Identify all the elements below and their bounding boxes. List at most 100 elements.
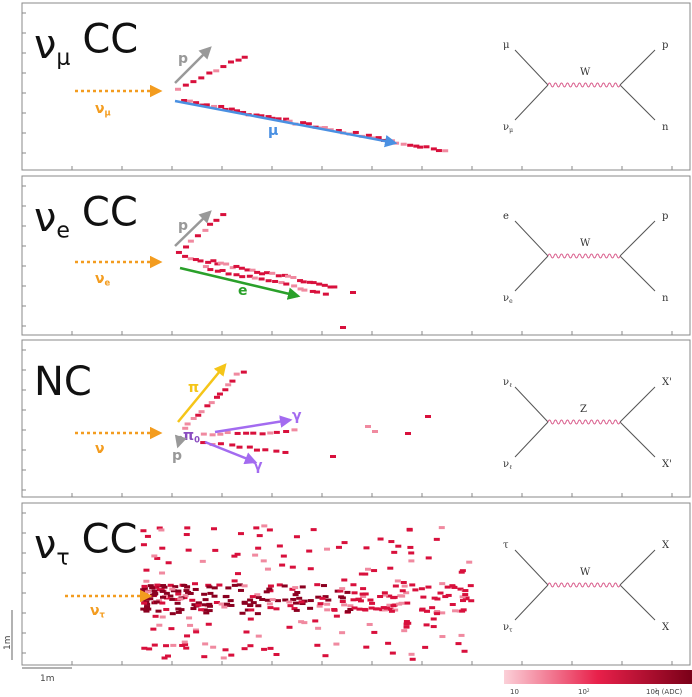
hit bbox=[399, 594, 406, 598]
hit bbox=[403, 620, 410, 624]
hit bbox=[324, 602, 331, 606]
hit bbox=[201, 655, 208, 659]
hit bbox=[241, 647, 248, 651]
hit bbox=[149, 586, 156, 590]
hit bbox=[141, 584, 148, 588]
hit bbox=[222, 388, 229, 392]
hit bbox=[225, 383, 232, 387]
hit bbox=[192, 587, 199, 591]
hit bbox=[263, 590, 270, 594]
feynman-label: X' bbox=[662, 459, 672, 470]
hit bbox=[293, 535, 300, 539]
hit bbox=[355, 597, 362, 601]
fermion-line bbox=[514, 421, 549, 458]
hit bbox=[231, 554, 238, 558]
hit bbox=[140, 607, 147, 611]
hit bbox=[144, 602, 151, 606]
boson-line bbox=[547, 253, 621, 259]
feynman-label-sub: e bbox=[509, 298, 513, 305]
particle-arrow bbox=[174, 434, 187, 449]
hit bbox=[202, 642, 209, 646]
hit bbox=[181, 596, 188, 600]
particle-label-sub: τ bbox=[100, 610, 106, 620]
hit bbox=[371, 569, 378, 573]
hit bbox=[233, 264, 240, 268]
hit bbox=[174, 601, 181, 605]
hit bbox=[255, 634, 262, 638]
hit bbox=[177, 597, 184, 601]
hit bbox=[331, 285, 338, 289]
fermion-line bbox=[619, 220, 656, 257]
hit bbox=[239, 275, 246, 279]
fermion-line bbox=[514, 584, 549, 621]
hit bbox=[403, 622, 410, 626]
hit bbox=[143, 609, 150, 613]
hit bbox=[195, 601, 202, 605]
panel-label: νe CC bbox=[34, 190, 138, 244]
hit bbox=[297, 279, 304, 283]
hit bbox=[241, 55, 248, 59]
hit bbox=[247, 603, 254, 607]
hit bbox=[368, 606, 375, 610]
hit bbox=[317, 602, 324, 606]
hit bbox=[253, 113, 260, 117]
feynman-label: τ bbox=[503, 540, 509, 551]
hit bbox=[269, 271, 276, 275]
hit bbox=[185, 548, 192, 552]
particle-label-sub: μ bbox=[105, 108, 111, 118]
hit bbox=[234, 552, 241, 556]
hit bbox=[333, 642, 340, 646]
particle-label-text: π bbox=[183, 428, 194, 444]
hit bbox=[222, 648, 229, 652]
hit bbox=[213, 69, 220, 73]
hit bbox=[389, 651, 396, 655]
hit bbox=[241, 584, 248, 588]
hit bbox=[254, 612, 261, 616]
hit bbox=[273, 430, 280, 434]
hit bbox=[206, 602, 213, 606]
hit bbox=[322, 654, 329, 658]
hit bbox=[259, 272, 266, 276]
hit bbox=[175, 87, 182, 91]
hit bbox=[286, 600, 293, 604]
hit bbox=[186, 616, 193, 620]
particle-label: π0 bbox=[183, 428, 200, 445]
hit bbox=[325, 598, 332, 602]
hit bbox=[204, 404, 211, 408]
feynman-label-sub: ℓ bbox=[509, 464, 512, 471]
hit bbox=[161, 585, 168, 589]
hit bbox=[163, 607, 170, 611]
hit bbox=[298, 600, 305, 604]
hit bbox=[152, 614, 159, 618]
hit bbox=[140, 543, 147, 547]
hit bbox=[390, 604, 397, 608]
hit bbox=[391, 595, 398, 599]
hit bbox=[407, 143, 414, 147]
hit bbox=[282, 450, 289, 454]
feynman-label-text: τ bbox=[503, 540, 509, 551]
particle-arrow bbox=[179, 266, 301, 300]
hit bbox=[409, 583, 416, 587]
feynman-label: n bbox=[662, 122, 669, 133]
panel-label-text: NC bbox=[34, 359, 92, 405]
hit bbox=[163, 591, 170, 595]
hit bbox=[256, 534, 263, 538]
hit bbox=[307, 599, 314, 603]
particle-arrow bbox=[214, 415, 293, 434]
particle-label: ν bbox=[95, 441, 105, 457]
hit bbox=[296, 596, 303, 600]
hit bbox=[217, 442, 224, 446]
hit bbox=[291, 607, 298, 611]
hit bbox=[367, 598, 374, 602]
hit bbox=[300, 280, 307, 284]
hit bbox=[377, 537, 384, 541]
hit bbox=[243, 431, 250, 435]
hit bbox=[430, 147, 437, 151]
hit bbox=[459, 609, 466, 613]
hit bbox=[201, 592, 208, 596]
hit bbox=[459, 595, 466, 599]
hit bbox=[164, 654, 171, 658]
panel-frame bbox=[21, 2, 691, 171]
feynman-label-text: X bbox=[662, 622, 670, 633]
hit bbox=[241, 600, 248, 604]
